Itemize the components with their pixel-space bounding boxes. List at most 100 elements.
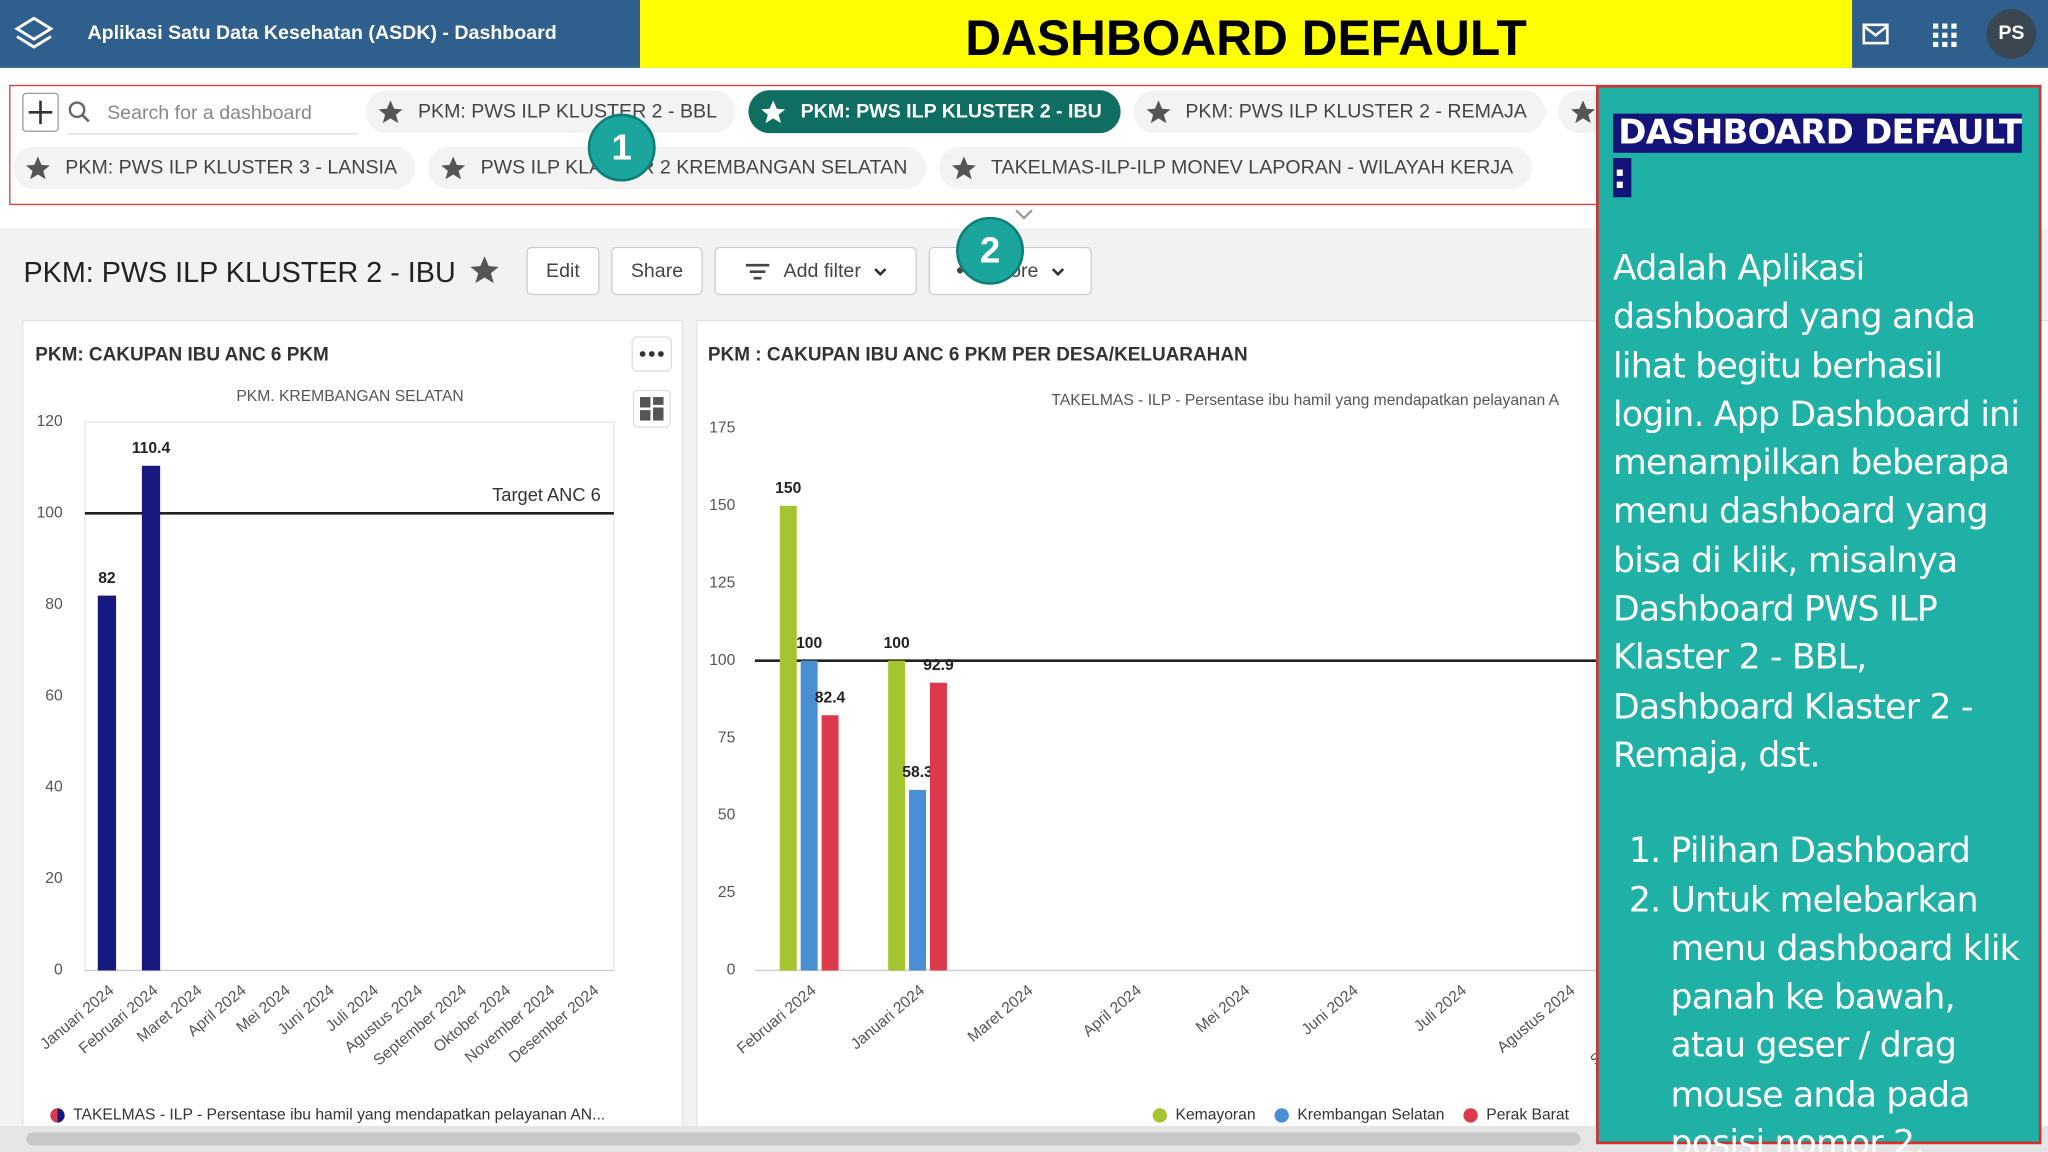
- mail-icon[interactable]: [1861, 20, 1890, 49]
- scrollbar[interactable]: [0, 1125, 2048, 1152]
- dropdown-icon: [1051, 267, 1065, 276]
- step-marker: 2: [956, 216, 1024, 285]
- panel-list-item: Untuk melebarkan menu dashboard klik pan…: [1671, 876, 2026, 1152]
- bar: [800, 660, 818, 971]
- bar: [779, 505, 797, 971]
- panel-heading-text: DASHBOARD DEFAULT :: [1613, 113, 2022, 198]
- y-tick-label: 120: [37, 413, 63, 430]
- x-tick-label: Januari 2024: [848, 982, 929, 1053]
- banner: DASHBOARD DEFAULT: [639, 0, 1853, 68]
- search-placeholder: Search for a dashboard: [107, 101, 312, 124]
- tab-label: PKM: PWS ILP KLUSTER 2 - BBL: [417, 100, 718, 123]
- panel-heading: DASHBOARD DEFAULT :: [1613, 111, 2026, 200]
- y-tick-label: 0: [727, 962, 736, 979]
- filter-icon: [745, 263, 770, 279]
- value-label: 100: [884, 635, 910, 652]
- app-logo[interactable]: [13, 13, 55, 55]
- chart-view-toggle[interactable]: [632, 389, 671, 428]
- tab-label: PKM: PWS ILP KLUSTER 2 - REMAJA: [1185, 100, 1527, 123]
- value-label: 100: [796, 635, 822, 652]
- legend-swatch: [1274, 1108, 1289, 1123]
- y-tick-label: 60: [45, 687, 63, 704]
- button-label: Add filter: [783, 259, 861, 283]
- y-tick-label: 75: [718, 729, 736, 746]
- dashboard-tab[interactable]: PKM:: [1558, 90, 1597, 134]
- x-tick-label: April 2024: [1080, 982, 1145, 1041]
- dashboard-tab[interactable]: PKM: PWS ILP KLUSTER 2 - IBU: [748, 90, 1121, 134]
- tab-star: [761, 99, 786, 123]
- scroll-thumb[interactable]: [26, 1132, 1581, 1146]
- apps-icon[interactable]: [1932, 22, 1958, 48]
- dashboard-tab[interactable]: PWS ILP KLASTER 2 KREMBANGAN SELATAN: [428, 146, 926, 190]
- value-label: 92.9: [923, 657, 954, 674]
- dropdown-icon: [874, 267, 887, 276]
- share-button[interactable]: Share: [611, 246, 703, 296]
- avatar[interactable]: PS: [1986, 9, 2037, 59]
- y-tick-label: 100: [709, 652, 735, 669]
- chart-subtitle: PKM. KREMBANGAN SELATAN: [236, 388, 463, 405]
- add-filter-button[interactable]: Add filter: [714, 246, 917, 296]
- legend-swatch: [50, 1108, 65, 1123]
- x-tick-label: Juni 2024: [1299, 982, 1362, 1039]
- tab-label: PKM: PWS ILP KLUSTER 2 - IBU: [800, 100, 1102, 123]
- bar: [141, 465, 161, 971]
- tab-star: [25, 155, 50, 179]
- y-tick-label: 50: [718, 807, 736, 824]
- reference-label: Target ANC 6: [492, 484, 601, 505]
- chart-menu[interactable]: [631, 336, 673, 373]
- bar: [929, 682, 947, 971]
- search-box[interactable]: Search for a dashboard: [67, 91, 358, 135]
- panel-body: Adalah Aplikasi dashboard yang anda liha…: [1613, 248, 2020, 776]
- tab-star: [1571, 99, 1595, 123]
- dashboard-tab[interactable]: PKM: PWS ILP KLUSTER 3 - LANSIA: [13, 146, 416, 190]
- bar: [97, 595, 117, 971]
- bar: [888, 660, 906, 971]
- app-title: Aplikasi Satu Data Kesehatan (ASDK) - Da…: [87, 22, 557, 45]
- x-tick-label: Maret 2024: [965, 982, 1037, 1046]
- legend-swatch: [1463, 1108, 1478, 1123]
- y-tick-label: 150: [709, 497, 735, 514]
- y-tick-label: 25: [718, 884, 736, 901]
- edit-button[interactable]: Edit: [526, 246, 600, 296]
- dashboard-tab[interactable]: TAKELMAS-ILP-ILP MONEV LAPORAN - WILAYAH…: [938, 146, 1532, 190]
- bar: [909, 789, 927, 971]
- step-marker: 1: [587, 113, 656, 182]
- tab-label: TAKELMAS-ILP-ILP MONEV LAPORAN - WILAYAH…: [990, 156, 1514, 179]
- value-label: 58.3: [902, 764, 933, 781]
- y-tick-label: 40: [45, 779, 63, 796]
- tab-star: [378, 99, 403, 123]
- y-tick-label: 80: [45, 596, 63, 613]
- info-panel: DASHBOARD DEFAULT : Adalah Aplikasi dash…: [1596, 84, 2042, 1152]
- value-label: 82.4: [815, 689, 846, 706]
- tab-star: [1145, 99, 1170, 123]
- dashboard-tab[interactable]: PKM: PWS ILP KLUSTER 2 - REMAJA: [1133, 90, 1546, 134]
- y-tick-label: 100: [37, 504, 63, 521]
- x-tick-label: Februari 2024: [734, 982, 820, 1058]
- x-tick-label: Agustus 2024: [1494, 982, 1578, 1057]
- value-label: 110.4: [132, 440, 171, 457]
- add-button[interactable]: [22, 92, 59, 132]
- legend-label: Perak Barat: [1486, 1107, 1569, 1124]
- y-tick-label: 175: [709, 420, 735, 437]
- expand-chevron[interactable]: [1014, 208, 1035, 221]
- favorite-star[interactable]: [468, 253, 502, 287]
- legend-label: TAKELMAS - ILP - Persentase ibu hamil ya…: [73, 1107, 605, 1124]
- search-icon: [68, 101, 90, 123]
- chart-title: PKM : CAKUPAN IBU ANC 6 PKM PER DESA/KEL…: [707, 344, 1248, 366]
- y-tick-label: 125: [709, 574, 735, 591]
- panel-list-item: Pilihan Dashboard: [1671, 827, 2026, 876]
- legend-label: Krembangan Selatan: [1297, 1107, 1444, 1124]
- value-label: 150: [775, 480, 801, 497]
- chart-title: PKM: CAKUPAN IBU ANC 6 PKM: [35, 344, 329, 366]
- x-tick-label: Mei 2024: [1193, 982, 1253, 1037]
- chart-card: PKM: CAKUPAN IBU ANC 6 PKM: [22, 319, 684, 1146]
- dashboard-tab[interactable]: PKM: PWS ILP KLUSTER 2 - BBL: [365, 90, 736, 134]
- panel-list: Pilihan Dashboard Untuk melebarkan menu …: [1613, 827, 2026, 1152]
- bar: [821, 715, 839, 971]
- value-label: 82: [98, 570, 116, 587]
- tab-star: [441, 155, 466, 179]
- tab-label: PWS ILP KLASTER 2 KREMBANGAN SELATAN: [480, 156, 908, 179]
